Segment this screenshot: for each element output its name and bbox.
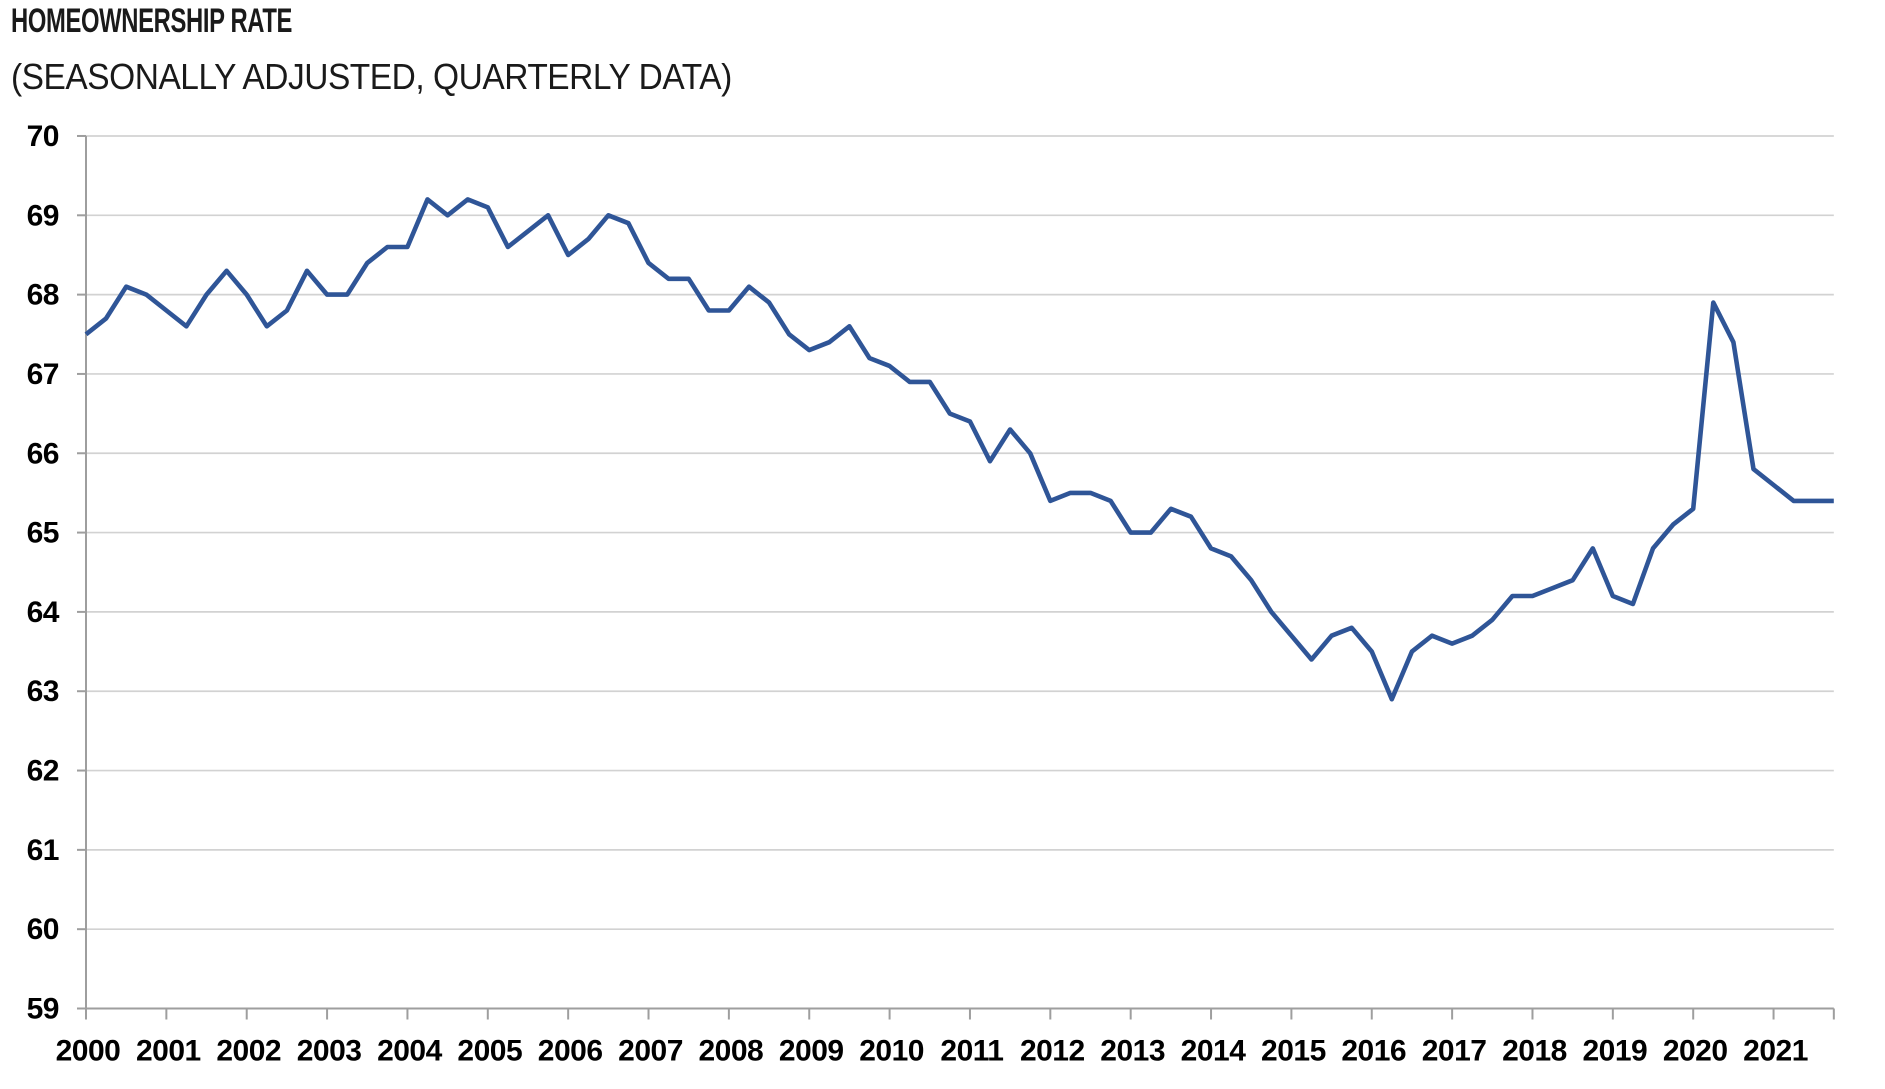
x-axis-label: 2013 bbox=[1100, 1035, 1165, 1068]
x-axis-label: 2011 bbox=[940, 1035, 1003, 1068]
x-axis-label: 2006 bbox=[538, 1035, 603, 1068]
x-axis-label: 2005 bbox=[457, 1035, 522, 1068]
x-axis-label: 2020 bbox=[1663, 1035, 1728, 1068]
chart-title: HOMEOWNERSHIP RATE bbox=[11, 2, 293, 40]
y-axis-label: 68 bbox=[27, 279, 59, 312]
x-axis-label: 2009 bbox=[779, 1035, 844, 1068]
x-axis-label: 2003 bbox=[297, 1035, 362, 1068]
y-axis-label: 65 bbox=[27, 517, 59, 550]
x-axis-label: 2004 bbox=[377, 1035, 443, 1068]
y-axis-label: 60 bbox=[27, 913, 59, 946]
y-axis-label: 67 bbox=[27, 358, 59, 391]
x-axis-label: 2019 bbox=[1582, 1035, 1647, 1068]
y-axis-label: 69 bbox=[27, 199, 59, 232]
y-axis-label: 70 bbox=[27, 120, 59, 153]
y-axis-label: 62 bbox=[27, 755, 59, 788]
x-axis-label: 2000 bbox=[56, 1035, 121, 1068]
x-axis-label: 2014 bbox=[1181, 1035, 1247, 1068]
y-axis-label: 66 bbox=[27, 437, 59, 470]
chart-subtitle: (SEASONALLY ADJUSTED, QUARTERLY DATA) bbox=[11, 56, 732, 97]
y-axis-label: 59 bbox=[27, 993, 59, 1026]
x-axis-label: 2008 bbox=[699, 1035, 764, 1068]
x-axis-label: 2015 bbox=[1261, 1035, 1326, 1068]
x-axis-label: 2021 bbox=[1743, 1035, 1808, 1068]
x-axis-label: 2012 bbox=[1020, 1035, 1085, 1068]
x-axis-label: 2016 bbox=[1341, 1035, 1406, 1068]
x-axis-label: 2018 bbox=[1502, 1035, 1567, 1068]
y-axis-label: 64 bbox=[27, 596, 60, 629]
x-axis-label: 2002 bbox=[216, 1035, 281, 1068]
x-axis-label: 2007 bbox=[618, 1035, 683, 1068]
homeownership-rate-line bbox=[84, 197, 1834, 702]
x-axis-label: 2001 bbox=[136, 1035, 201, 1068]
y-axis-label: 61 bbox=[27, 834, 59, 867]
y-axis-label: 63 bbox=[27, 675, 59, 708]
x-axis-label: 2010 bbox=[859, 1035, 924, 1068]
x-axis-label: 2017 bbox=[1422, 1035, 1487, 1068]
